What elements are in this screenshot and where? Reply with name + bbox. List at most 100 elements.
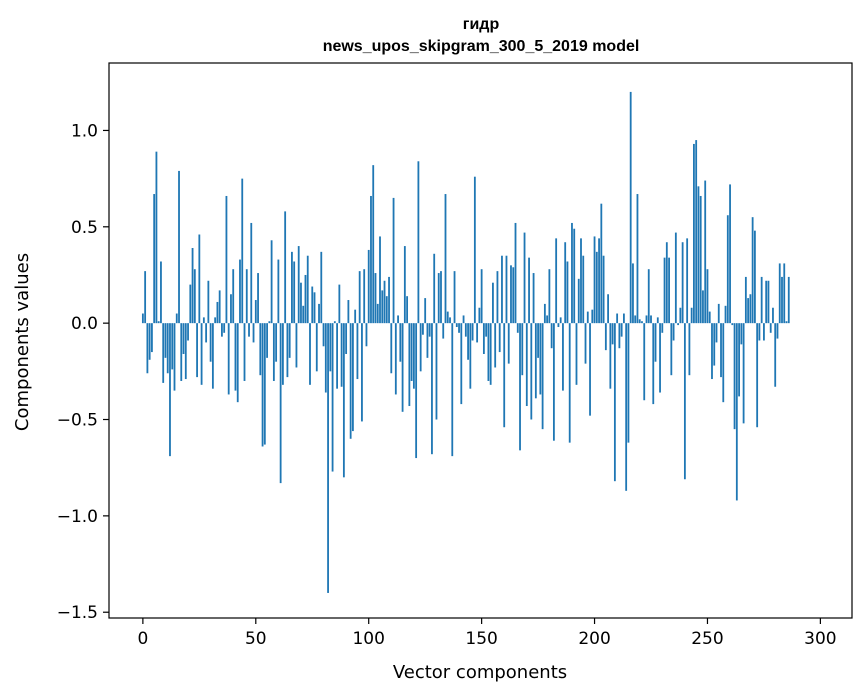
- bar-191: [573, 228, 576, 324]
- bar-108: [385, 296, 388, 324]
- bar-32: [214, 317, 217, 324]
- bar-106: [381, 290, 384, 324]
- bar-246: [697, 186, 700, 324]
- bar-91: [347, 300, 350, 324]
- bar-187: [564, 242, 567, 324]
- bar-136: [449, 317, 451, 324]
- bar-184: [557, 323, 560, 328]
- bar-71: [302, 305, 305, 324]
- bar-132: [440, 271, 442, 324]
- bar-275: [763, 323, 765, 341]
- bar-75: [311, 286, 314, 324]
- bar-18: [182, 323, 185, 354]
- bar-59: [275, 323, 278, 362]
- bar-120: [412, 323, 415, 389]
- bar-27: [202, 317, 205, 324]
- bar-199: [591, 309, 594, 324]
- x-tick-label-0: 0: [137, 629, 148, 649]
- bar-157: [496, 271, 499, 324]
- bar-159: [501, 255, 503, 324]
- bar-279: [772, 307, 774, 324]
- bar-66: [291, 251, 293, 324]
- bar-101: [370, 195, 372, 324]
- bar-271: [753, 230, 756, 324]
- bar-175: [537, 323, 539, 358]
- bar-153: [487, 323, 490, 381]
- bar-6: [155, 151, 158, 324]
- bar-39: [230, 294, 232, 324]
- bar-67: [293, 261, 296, 324]
- bar-274: [760, 276, 763, 324]
- bar-250: [706, 269, 709, 324]
- bar-231: [663, 257, 666, 324]
- x-tick-label-50: 50: [245, 629, 267, 649]
- bar-154: [489, 323, 492, 385]
- bar-70: [300, 282, 302, 324]
- chart-title-line-2: news_upos_skipgram_300_5_2019 model: [323, 38, 640, 55]
- bar-237: [677, 323, 680, 326]
- bar-53: [261, 323, 264, 447]
- bar-261: [731, 323, 734, 326]
- bar-81: [324, 323, 327, 393]
- bar-203: [600, 203, 603, 324]
- bar-150: [480, 269, 483, 324]
- bar-272: [756, 323, 759, 428]
- bar-208: [611, 323, 614, 345]
- bar-197: [586, 311, 589, 324]
- bar-115: [401, 323, 404, 412]
- bar-62: [281, 323, 284, 385]
- bar-76: [313, 292, 316, 324]
- plot-frame: [108, 62, 853, 619]
- bar-41: [234, 323, 237, 391]
- bar-133: [442, 323, 445, 339]
- x-axis-ticks: 0 50 100 150 200 250 300: [137, 618, 837, 649]
- bar-194: [580, 238, 582, 324]
- bar-213: [623, 313, 625, 324]
- bar-254: [715, 323, 718, 343]
- bar-232: [665, 242, 668, 324]
- bar-244: [693, 143, 695, 324]
- y-tick-label-2: −0.5: [57, 411, 98, 431]
- bar-224: [647, 269, 650, 324]
- bar-79: [320, 251, 323, 324]
- bar-155: [492, 282, 494, 324]
- bar-282: [778, 263, 781, 324]
- bar-226: [652, 323, 655, 405]
- bar-170: [525, 323, 528, 407]
- bar-44: [241, 178, 244, 324]
- bar-2: [146, 323, 149, 374]
- bar-200: [593, 236, 596, 324]
- x-tick-label-300: 300: [804, 629, 836, 649]
- y-tick-label-0: −1.5: [57, 603, 98, 623]
- bar-257: [722, 323, 725, 403]
- bar-283: [781, 276, 783, 324]
- bar-42: [236, 323, 239, 403]
- bar-23: [193, 269, 196, 324]
- bar-180: [548, 269, 551, 324]
- bar-5: [153, 194, 156, 324]
- bar-164: [512, 267, 515, 324]
- bar-74: [309, 323, 311, 385]
- bar-179: [546, 315, 549, 324]
- bar-284: [783, 263, 786, 324]
- bar-28: [205, 323, 208, 343]
- bar-65: [288, 323, 291, 358]
- bar-217: [632, 263, 634, 324]
- bar-245: [695, 140, 698, 324]
- bar-83: [329, 323, 332, 372]
- bar-207: [609, 323, 612, 389]
- bar-219: [636, 194, 639, 324]
- bar-264: [738, 323, 740, 397]
- bar-55: [266, 323, 268, 358]
- bar-111: [392, 197, 395, 324]
- bar-99: [365, 323, 368, 347]
- bar-144: [467, 323, 469, 360]
- bar-35: [221, 323, 223, 337]
- bar-214: [625, 323, 628, 491]
- bar-151: [482, 323, 485, 354]
- bar-121: [415, 323, 418, 459]
- bar-236: [674, 232, 677, 324]
- bar-253: [713, 323, 716, 366]
- bar-204: [602, 255, 605, 324]
- bar-12: [169, 323, 171, 457]
